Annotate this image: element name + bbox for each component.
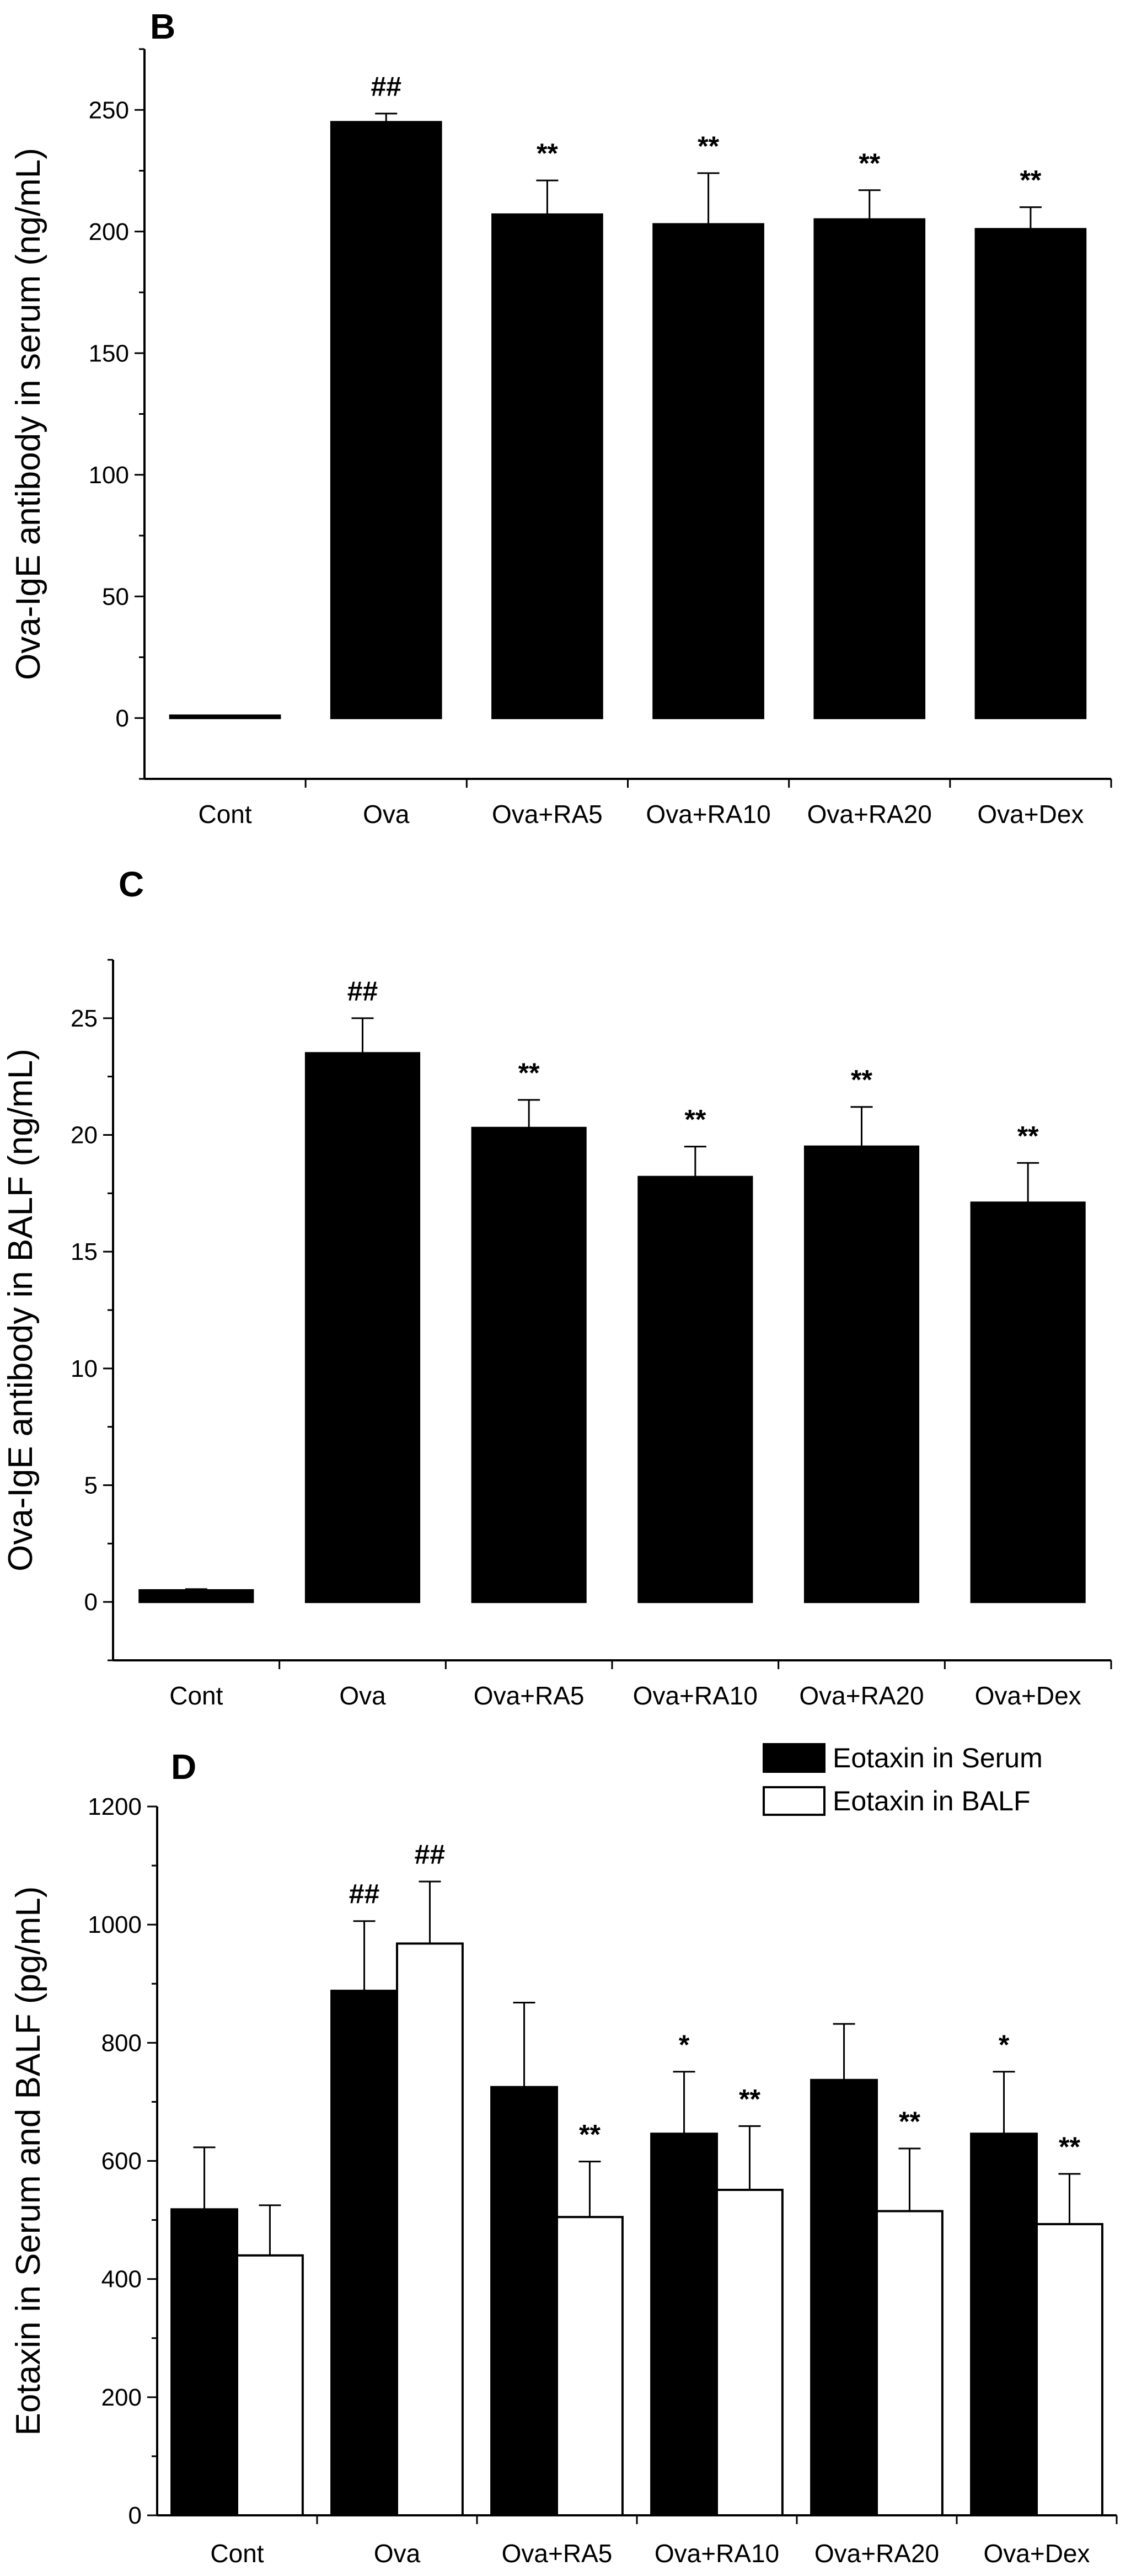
bar-cont-1 xyxy=(169,714,281,719)
category-label: Ova+RA20 xyxy=(799,1681,924,1710)
y-tick-label: 200 xyxy=(101,2384,142,2411)
y-tick-label: 600 xyxy=(101,2148,142,2175)
category-label: Ova+RA20 xyxy=(814,2539,939,2568)
y-tick-label: 0 xyxy=(116,705,129,732)
significance-marker: ** xyxy=(1020,165,1041,196)
bar-ova-ra20-1 xyxy=(813,218,926,719)
panel-letter: C xyxy=(119,864,144,904)
category-label: Ova+Dex xyxy=(983,2539,1090,2568)
bar-ova-dex-1 xyxy=(970,1201,1086,1604)
y-tick-label: 200 xyxy=(89,218,129,245)
y-tick-label: 50 xyxy=(102,583,129,610)
category-label: Cont xyxy=(198,800,251,829)
y-tick-label: 100 xyxy=(89,462,129,489)
category-label: Ova+Dex xyxy=(975,1681,1081,1710)
bar-cont-1 xyxy=(138,1589,254,1604)
significance-marker: ## xyxy=(347,976,378,1007)
bar-ova-ra10-1 xyxy=(650,2133,718,2517)
bar-ova-ra10-1 xyxy=(652,223,764,719)
legend-swatch xyxy=(763,1743,826,1773)
y-tick-label: 800 xyxy=(101,2029,142,2056)
y-tick-label: 150 xyxy=(89,340,129,367)
y-axis-label: Ova-IgE antibody in BALF (ng/mL) xyxy=(2,1049,40,1572)
category-label: Ova xyxy=(339,1681,386,1710)
y-tick-label: 25 xyxy=(71,1005,98,1032)
y-tick-label: 5 xyxy=(84,1472,98,1499)
category-label: Ova+RA5 xyxy=(502,2539,613,2568)
legend-label: Eotaxin in Serum xyxy=(833,1743,1043,1773)
bar-ova-2 xyxy=(396,1942,464,2516)
category-label: Ova xyxy=(363,800,410,829)
y-tick-label: 1200 xyxy=(88,1793,142,1820)
category-label: Ova xyxy=(374,2539,421,2568)
category-label: Ova+RA5 xyxy=(492,800,603,829)
legend-swatch xyxy=(763,1786,826,1816)
panel-c-chart: C Ova-IgE antibody in BALF (ng/mL) 0 5 10 15 2… xyxy=(2,864,1112,1710)
significance-marker: ** xyxy=(851,1065,872,1095)
significance-marker: ** xyxy=(698,131,719,162)
significance-marker: ** xyxy=(739,2083,760,2114)
bar-ova-dex-1 xyxy=(970,2133,1038,2517)
bar-ova-ra5-2 xyxy=(556,2216,624,2517)
significance-marker: ** xyxy=(1059,2131,1080,2162)
legend-label: Eotaxin in BALF xyxy=(833,1786,1031,1816)
panel-letter: B xyxy=(150,7,175,46)
y-tick-label: 0 xyxy=(84,1589,98,1616)
significance-marker: ** xyxy=(537,138,558,169)
bar-ova-1 xyxy=(304,1052,421,1604)
bar-ova-ra20-1 xyxy=(810,2078,878,2517)
significance-marker: ## xyxy=(415,1839,446,1870)
bar-cont-1 xyxy=(170,2208,239,2516)
bar-ova-1 xyxy=(330,121,442,719)
bar-ova-1 xyxy=(330,1990,398,2517)
bar-cont-2 xyxy=(236,2254,304,2516)
bar-ova-ra10-2 xyxy=(716,2188,784,2517)
category-label: Cont xyxy=(210,2539,264,2568)
significance-marker: ** xyxy=(1017,1120,1039,1151)
category-label: Ova+RA20 xyxy=(807,800,932,829)
category-label: Ova+RA10 xyxy=(655,2539,779,2568)
significance-marker: ** xyxy=(859,148,880,179)
category-label: Cont xyxy=(169,1681,223,1710)
bar-ova-ra5-1 xyxy=(471,1126,587,1604)
y-tick-label: 15 xyxy=(71,1238,98,1265)
bar-ova-dex-1 xyxy=(974,228,1087,719)
significance-marker: * xyxy=(999,2029,1010,2060)
significance-marker: ## xyxy=(349,1879,380,1910)
y-tick-label: 10 xyxy=(71,1355,98,1382)
category-label: Ova+RA10 xyxy=(646,800,770,829)
category-label: Ova+RA5 xyxy=(474,1681,585,1710)
y-tick-label: 20 xyxy=(71,1122,98,1149)
bar-ova-ra5-1 xyxy=(490,2086,558,2516)
significance-marker: ** xyxy=(579,2119,601,2150)
y-tick-label: 400 xyxy=(101,2266,142,2293)
bar-ova-ra10-1 xyxy=(637,1175,753,1604)
bar-ova-dex-2 xyxy=(1036,2223,1103,2516)
significance-marker: ** xyxy=(899,2106,920,2137)
bar-ova-ra20-1 xyxy=(803,1145,920,1604)
panel-b-chart: B Ova-IgE antibody in serum (ng/mL) 0 50 100… xyxy=(9,7,1112,829)
y-tick-label: 250 xyxy=(89,97,129,124)
significance-marker: ## xyxy=(371,71,401,102)
y-axis-label: Eotaxin in Serum and BALF (pg/mL) xyxy=(9,1886,47,2436)
bar-ova-ra5-1 xyxy=(491,213,603,719)
category-label: Ova+Dex xyxy=(977,800,1084,829)
panel-d-chart: D Eotaxin in Serum and BALF (pg/mL) 0 200 40… xyxy=(9,1743,1118,2568)
panel-letter: D xyxy=(171,1747,196,1787)
y-axis-label: Ova-IgE antibody in serum (ng/mL) xyxy=(9,148,47,680)
category-label: Ova+RA10 xyxy=(633,1681,758,1710)
significance-marker: ** xyxy=(518,1057,540,1088)
significance-marker: ** xyxy=(684,1104,706,1135)
significance-marker: * xyxy=(679,2029,690,2060)
y-tick-label: 0 xyxy=(128,2502,142,2529)
bar-ova-ra20-2 xyxy=(876,2210,944,2516)
y-tick-label: 1000 xyxy=(88,1911,142,1938)
